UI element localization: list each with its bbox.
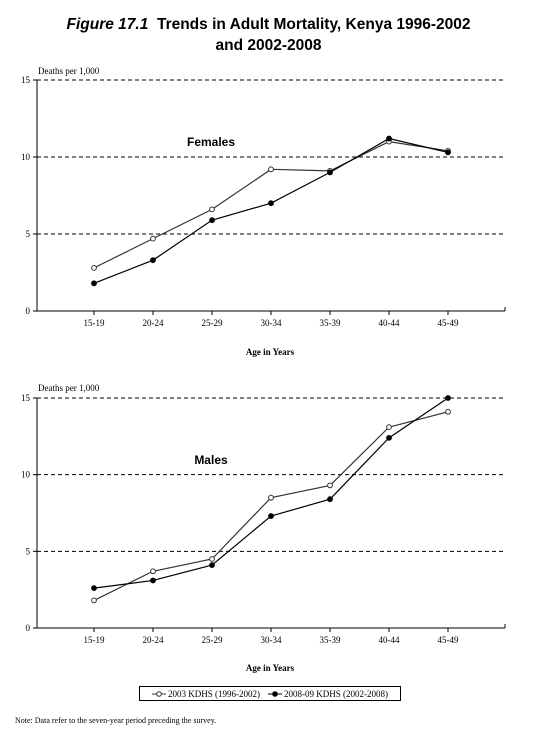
y-axis-label: Deaths per 1,000	[38, 383, 100, 393]
data-point-2003	[445, 408, 451, 415]
x-tick-label: 20-24	[143, 635, 164, 645]
x-axis-label: Age in Years	[246, 663, 295, 673]
x-tick-label: 25-29	[202, 318, 223, 328]
legend-label-2003: 2003 KDHS (1996-2002)	[168, 688, 260, 699]
legend-marker-filled-circle	[268, 690, 282, 697]
series-line-2008	[93, 137, 449, 284]
data-point-2008	[91, 585, 97, 592]
data-point-2003	[268, 494, 274, 501]
legend-item-2008: 2008-09 KDHS (2002-2008)	[268, 689, 388, 699]
y-tick-label: 5	[26, 546, 31, 556]
legend-label-2008: 2008-09 KDHS (2002-2008)	[284, 688, 388, 699]
data-point-2008	[268, 200, 274, 207]
data-point-2003	[209, 556, 215, 562]
title-text-line-2: and 2002-2008	[215, 37, 322, 54]
y-tick-label: 0	[26, 306, 31, 316]
data-point-2008	[91, 280, 97, 287]
x-tick-label: 30-34	[261, 635, 282, 645]
panel-label: Males	[194, 453, 228, 467]
x-tick-label: 40-44	[379, 318, 400, 328]
title-text-line-1: Trends in Adult Mortality, Kenya 1996-20…	[156, 16, 471, 33]
figure-label: Figure 17.1	[66, 16, 149, 33]
x-tick-label: 15-19	[84, 318, 105, 328]
data-point-2003	[268, 166, 274, 173]
data-point-2008	[445, 395, 451, 401]
data-point-2003	[91, 264, 97, 271]
data-point-2008	[150, 257, 156, 264]
data-point-2003	[209, 206, 215, 213]
data-point-2008	[327, 169, 333, 176]
data-point-2008	[268, 513, 274, 519]
x-tick-label: 45-49	[438, 318, 459, 328]
data-point-2008	[209, 217, 215, 224]
figure-title: Figure 17.1 Trends in Adult Mortality, K…	[0, 14, 537, 56]
panel-label: Females	[187, 135, 235, 149]
data-point-2008	[209, 562, 215, 569]
y-tick-label: 5	[26, 229, 31, 239]
series-line-2008	[93, 397, 449, 589]
y-axis-label: Deaths per 1,000	[38, 66, 100, 76]
legend: 2003 KDHS (1996-2002) 2008-09 KDHS (2002…	[139, 686, 401, 701]
data-point-2008	[150, 577, 156, 584]
data-point-2003	[150, 235, 156, 242]
chart-panel-females: 0 5 10 15 15-19 20-24 25-29 30-34 35-39 40-44 45-4…	[21, 66, 506, 357]
data-point-2003	[386, 424, 392, 431]
x-tick-label: 15-19	[84, 635, 105, 645]
data-point-2003	[150, 568, 156, 575]
data-point-2008	[386, 434, 392, 441]
title-line-1: Figure 17.1 Trends in Adult Mortality, K…	[0, 14, 537, 35]
data-point-2003	[91, 597, 97, 604]
y-tick-label: 15	[21, 75, 31, 85]
x-tick-label: 35-39	[320, 635, 341, 645]
x-axis-label: Age in Years	[246, 347, 295, 357]
y-tick-label: 10	[21, 152, 31, 162]
series-line-2003	[93, 411, 449, 601]
y-tick-label: 10	[21, 470, 31, 480]
legend-marker-open-circle	[152, 690, 166, 697]
x-tick-label: 45-49	[438, 635, 459, 645]
x-tick-label: 40-44	[379, 635, 400, 645]
x-tick-label: 20-24	[143, 318, 164, 328]
y-tick-label: 0	[26, 623, 31, 633]
x-tick-label: 30-34	[261, 318, 282, 328]
data-point-2008	[327, 496, 333, 503]
x-tick-label: 25-29	[202, 635, 223, 645]
chart-panel-males: 0 5 10 15 15-19 20-24 25-29 30-34 35-39 40-44 45-4…	[21, 383, 506, 673]
y-tick-label: 15	[21, 393, 31, 403]
footnote: Note: Data refer to the seven-year perio…	[15, 716, 217, 725]
data-point-2008	[445, 149, 451, 156]
x-tick-label: 35-39	[320, 318, 341, 328]
legend-item-2003: 2003 KDHS (1996-2002)	[152, 689, 260, 699]
data-point-2008	[386, 135, 392, 142]
data-point-2003	[327, 482, 333, 489]
